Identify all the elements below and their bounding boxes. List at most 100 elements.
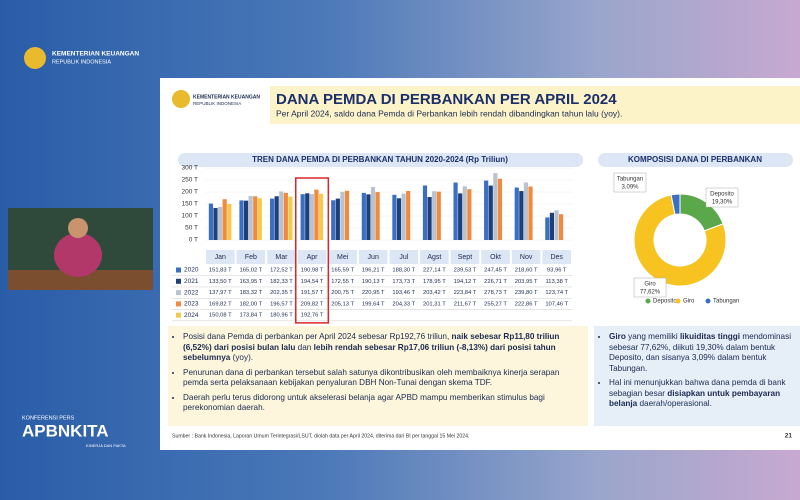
bullet-text: Posisi dana Pemda di perbankan per April… xyxy=(183,332,452,341)
bar xyxy=(288,196,293,240)
table-cell: 201,31 T xyxy=(423,301,446,307)
table-cell: 107,46 T xyxy=(545,301,568,307)
bullet-text: Penurunan dana di perbankan tersebut sal… xyxy=(183,367,560,388)
bar xyxy=(222,199,227,240)
bar xyxy=(432,191,437,240)
legend-swatch xyxy=(645,298,651,304)
table-cell: 222,86 T xyxy=(515,301,538,307)
table-cell: 227,14 T xyxy=(423,268,446,274)
pie-label-name: Giro xyxy=(644,282,656,288)
table-cell: 123,74 T xyxy=(545,290,568,296)
bar xyxy=(300,194,305,240)
bar xyxy=(361,192,366,240)
highlight-box xyxy=(295,177,330,324)
bar xyxy=(545,217,550,240)
legend-swatch xyxy=(176,267,181,273)
bar xyxy=(335,198,340,240)
y-tick-label: 100 T xyxy=(181,213,198,220)
speaker xyxy=(54,233,102,277)
left-list: Posisi dana Pemda di perbankan per April… xyxy=(172,332,582,414)
bullet-text: yang memiliki xyxy=(625,332,680,341)
bullet-text: mendominasi sebesar 77,62%, diikuti 19,3… xyxy=(609,332,792,373)
table-cell: 239,53 T xyxy=(454,268,477,274)
legend-label: 2023 xyxy=(184,301,199,308)
pie-label-box xyxy=(633,277,667,298)
source: Sumber : Bank Indonesia, Laporan Umum Te… xyxy=(172,433,470,439)
table-cell: 199,64 T xyxy=(362,301,385,307)
category-band xyxy=(297,250,327,264)
pie-label-box xyxy=(613,172,647,193)
legend-swatch xyxy=(176,278,181,284)
pie-label-name: Deposito xyxy=(710,192,734,198)
legend-swatch xyxy=(675,298,681,304)
bullet: Penurunan dana di perbankan tersebut sal… xyxy=(183,368,582,389)
right-box xyxy=(594,326,800,426)
y-tick-label: 200 T xyxy=(181,189,198,196)
table-cell: 183,32 T xyxy=(239,290,262,296)
legend-swatch xyxy=(705,298,711,304)
category-band xyxy=(328,250,357,264)
page-number: 21 xyxy=(785,433,793,440)
x-tick-label: Jan xyxy=(215,254,226,261)
bar xyxy=(269,198,275,240)
table-cell: 247,45 T xyxy=(484,268,507,274)
bar xyxy=(554,210,559,240)
logo xyxy=(24,47,46,69)
x-tick-label: Apr xyxy=(307,254,319,261)
slide-title: DANA PEMDA DI PERBANKAN PER APRIL 2024 xyxy=(276,91,617,108)
slide-subtitle: Per April 2024, saldo dana Pemda di Perb… xyxy=(276,108,622,118)
x-tick-label: Mei xyxy=(337,254,349,261)
y-tick-label: 50 T xyxy=(185,225,198,232)
chart-title-band xyxy=(178,153,583,167)
bar xyxy=(453,182,458,240)
bar xyxy=(514,187,519,240)
bar xyxy=(467,189,472,240)
legend-label: Giro xyxy=(683,299,695,305)
pie-title: KOMPOSISI DANA DI PERBANKAN xyxy=(628,155,762,164)
title-band xyxy=(270,86,800,124)
bullet-text: naik sebesar Rp11,80 triliun (6,52%) dar… xyxy=(183,332,560,352)
table-cell: 188,30 T xyxy=(392,268,415,274)
event-label: KONFERENSI PERS xyxy=(22,415,75,421)
category-band xyxy=(389,250,419,264)
bullet: Hal ini menunjukkan bahwa dana pemda di … xyxy=(609,378,794,410)
bullet-text: (yoy). xyxy=(230,353,254,362)
category-band xyxy=(481,250,510,264)
bar xyxy=(243,200,249,240)
bar xyxy=(217,206,223,240)
table-cell: 173,84 T xyxy=(239,313,262,319)
slide-republic: REPUBLIK INDONESIA xyxy=(193,101,241,106)
table-cell: 172,52 T xyxy=(270,268,293,274)
legend-swatch xyxy=(176,312,181,318)
bar xyxy=(239,200,244,240)
bar xyxy=(340,191,345,240)
category-band xyxy=(511,250,541,264)
bar xyxy=(213,207,218,240)
x-tick-label: Feb xyxy=(245,254,257,261)
table-cell: 182,00 T xyxy=(239,301,262,307)
legend-label: Deposito xyxy=(653,299,677,305)
table-cell: 239,80 T xyxy=(515,290,538,296)
category-band xyxy=(267,250,296,264)
y-tick-label: 300 T xyxy=(181,165,198,172)
right-list: Giro yang memiliki likuiditas tinggi men… xyxy=(598,332,794,410)
x-tick-label: Agst xyxy=(427,254,441,261)
x-tick-label: Jun xyxy=(368,254,379,261)
bar xyxy=(208,203,214,240)
table-cell: 190,98 T xyxy=(301,268,324,274)
bar xyxy=(458,193,463,240)
legend-label: Tabungan xyxy=(713,299,739,305)
table-cell: 190,13 T xyxy=(362,279,385,285)
bar xyxy=(488,185,493,240)
bar xyxy=(283,192,288,240)
y-tick-label: 250 T xyxy=(181,177,198,184)
bar xyxy=(396,198,402,240)
x-tick-label: Sept xyxy=(458,254,472,261)
bar xyxy=(257,198,262,240)
table-cell: 278,73 T xyxy=(484,290,507,296)
table-cell: 163,95 T xyxy=(239,279,262,285)
bullet-text: Hal ini menunjukkan bahwa dana pemda di … xyxy=(609,378,786,398)
bar xyxy=(528,186,533,240)
table-cell: 137,97 T xyxy=(209,290,232,296)
